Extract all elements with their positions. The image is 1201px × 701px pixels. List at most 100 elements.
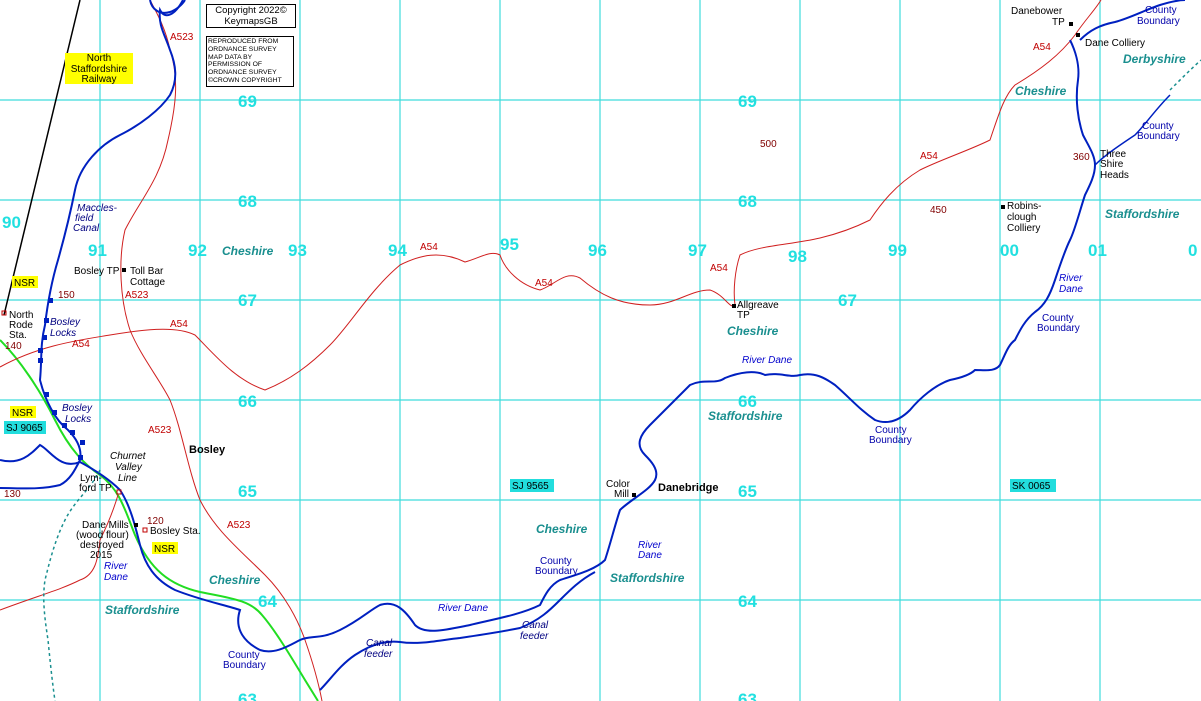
svg-text:Cheshire: Cheshire (209, 573, 261, 587)
svg-text:feeder: feeder (520, 631, 549, 642)
svg-text:Staffordshire: Staffordshire (610, 571, 685, 585)
svg-text:Dane: Dane (638, 550, 662, 561)
svg-text:Bosley: Bosley (62, 403, 93, 414)
svg-text:A523: A523 (170, 32, 194, 43)
svg-text:County: County (1145, 5, 1177, 16)
svg-text:Sta.: Sta. (9, 330, 27, 341)
svg-text:Danebower: Danebower (1011, 6, 1063, 17)
svg-text:A54: A54 (535, 278, 553, 289)
northing-65: 65 (238, 482, 257, 501)
county-boundary-labels: County Boundary County Boundary County B… (223, 5, 1180, 671)
svg-text:River Dane: River Dane (742, 355, 792, 366)
svg-text:Boundary: Boundary (1137, 131, 1180, 142)
easting-92: 92 (188, 241, 207, 260)
water-labels: Maccles- field Canal Bosley Locks Bosley… (50, 203, 1083, 660)
svg-text:Colliery: Colliery (1007, 223, 1040, 234)
svg-text:500: 500 (760, 139, 777, 150)
copyright-box: Copyright 2022© KeymapsGB (206, 4, 296, 28)
svg-text:A523: A523 (227, 520, 251, 531)
easting-95: 95 (500, 235, 519, 254)
northing-63: 63 (238, 690, 257, 701)
northing-68b: 68 (738, 192, 757, 211)
copyright-line2: KeymapsGB (224, 16, 278, 27)
svg-text:A54: A54 (1033, 42, 1051, 53)
svg-text:Staffordshire: Staffordshire (1105, 207, 1180, 221)
copyright-line1: Copyright 2022© (215, 5, 287, 16)
svg-text:Boundary: Boundary (1137, 16, 1180, 27)
svg-text:Boundary: Boundary (869, 435, 912, 446)
svg-text:destroyed: destroyed (80, 540, 124, 551)
svg-text:Bosley Sta.: Bosley Sta. (150, 526, 201, 537)
svg-text:150: 150 (58, 290, 75, 301)
county-boundary-branch (1094, 94, 1171, 166)
svg-text:Dane: Dane (104, 572, 128, 583)
northing-64b: 64 (738, 592, 757, 611)
place-danebridge: Danebridge (658, 482, 719, 494)
svg-text:County: County (540, 556, 572, 567)
svg-text:Toll Bar: Toll Bar (130, 266, 164, 277)
nsr-labels: NSR NSR NSR (10, 276, 178, 555)
svg-text:TP: TP (1052, 17, 1065, 28)
svg-text:Cottage: Cottage (130, 277, 165, 288)
square-sj9565: SJ 9565 (512, 481, 549, 492)
svg-text:120: 120 (147, 516, 164, 527)
svg-text:Boundary: Boundary (535, 566, 578, 577)
svg-text:Boundary: Boundary (1037, 323, 1080, 334)
svg-text:Locks: Locks (65, 414, 91, 425)
svg-text:NSR: NSR (14, 278, 35, 289)
svg-text:Staffordshire: Staffordshire (105, 603, 180, 617)
canal-top (149, 0, 186, 14)
os-copyright-box: REPRODUCED FROM ORDNANCE SURVEY MAP DATA… (206, 36, 294, 87)
northing-66b: 66 (738, 392, 757, 411)
svg-text:clough: clough (1007, 212, 1036, 223)
easting-01: 01 (1088, 241, 1107, 260)
canal-feeder (319, 571, 596, 691)
svg-text:Dane: Dane (1059, 284, 1083, 295)
svg-text:A523: A523 (125, 290, 149, 301)
svg-text:(wood flour): (wood flour) (76, 530, 129, 541)
svg-text:Valley: Valley (115, 462, 143, 473)
svg-text:County: County (1142, 121, 1174, 132)
svg-text:River: River (638, 540, 662, 551)
northings-labels: 69 69 68 68 67 67 66 66 65 65 64 64 63 6… (238, 92, 857, 701)
northing-69b: 69 (738, 92, 757, 111)
svg-text:A54: A54 (72, 339, 90, 350)
svg-text:140: 140 (5, 341, 22, 352)
svg-text:Color: Color (606, 479, 631, 490)
svg-text:Dane Colliery: Dane Colliery (1085, 38, 1145, 49)
svg-text:feeder: feeder (364, 649, 393, 660)
square-sj9065: SJ 9065 (6, 423, 43, 434)
svg-text:Robins-: Robins- (1007, 201, 1041, 212)
svg-text:Boundary: Boundary (223, 660, 266, 671)
svg-text:130: 130 (4, 489, 21, 500)
road-a523 (120, 0, 323, 701)
svg-text:Canal: Canal (73, 223, 100, 234)
svg-text:450: 450 (930, 205, 947, 216)
svg-text:NSR: NSR (12, 408, 33, 419)
svg-text:ford TP: ford TP (79, 483, 112, 494)
easting-91: 91 (88, 241, 107, 260)
svg-text:River: River (1059, 273, 1083, 284)
northing-68: 68 (238, 192, 257, 211)
spot-heights: 500 450 360 150 140 130 120 (4, 139, 1090, 527)
churnet-valley-line (0, 339, 319, 701)
county-labels: Cheshire Cheshire Cheshire Cheshire Ches… (105, 52, 1186, 617)
northing-63b: 63 (738, 690, 757, 701)
easting-94: 94 (388, 241, 407, 260)
bosley-locks (38, 298, 85, 460)
svg-text:360: 360 (1073, 152, 1090, 163)
svg-text:Staffordshire: Staffordshire (708, 409, 783, 423)
northing-67: 67 (238, 291, 257, 310)
svg-text:Canal: Canal (366, 638, 393, 649)
svg-text:Mill: Mill (614, 489, 629, 500)
northing-64: 64 (258, 592, 277, 611)
easting-97: 97 (688, 241, 707, 260)
svg-text:2015: 2015 (90, 550, 113, 561)
svg-text:River: River (104, 561, 128, 572)
svg-text:A54: A54 (920, 151, 938, 162)
svg-text:Churnet: Churnet (110, 451, 147, 462)
svg-text:NSR: NSR (154, 544, 175, 555)
svg-text:Rode: Rode (9, 320, 33, 331)
svg-text:A54: A54 (170, 319, 188, 330)
